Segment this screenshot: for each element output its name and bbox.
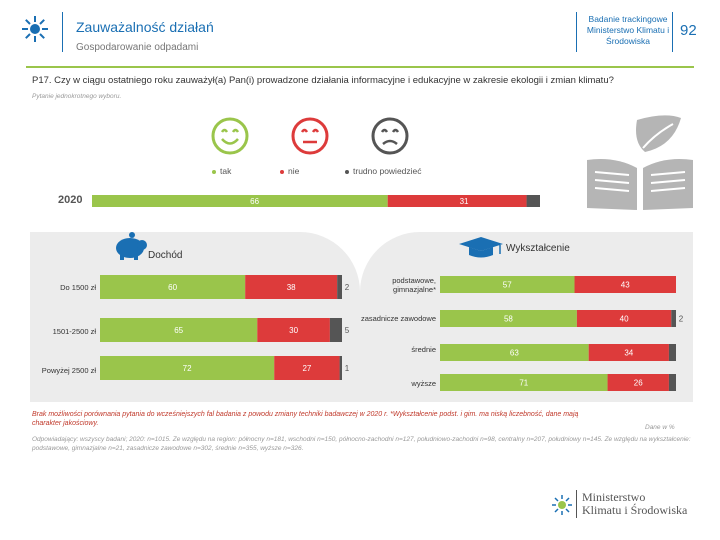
income-title: Dochód — [148, 250, 183, 261]
ministry-name-line2: Klimatu i Środowiska — [582, 503, 688, 517]
page-title: Zauważalność działań — [76, 19, 214, 35]
legend-item-nie: nie — [280, 166, 299, 176]
education-label-3-0: 71 — [519, 379, 528, 388]
ministry-logo-icon — [22, 16, 48, 42]
bar-label-2020-0: 66 — [250, 197, 259, 206]
education-label-1-2: 2 — [679, 315, 684, 324]
education-label-1-0: 58 — [504, 315, 513, 324]
income-row-label: 1501-2500 zł — [52, 327, 96, 336]
bar-label-2020-2: 3 — [531, 197, 536, 206]
study-name: Badanie trackingowe Ministerstwo Klimatu… — [586, 14, 670, 46]
education-title: Wykształcenie — [506, 243, 570, 254]
bar-label-2020-1: 31 — [460, 197, 469, 206]
header-divider-page — [672, 12, 673, 52]
income-label-0-2: 2 — [345, 283, 350, 292]
income-bar-1-0 — [100, 318, 258, 342]
income-row-label: Powyżej 2500 zł — [41, 366, 96, 375]
education-label-2-1: 34 — [624, 349, 633, 358]
education-bar-1-2 — [671, 310, 676, 327]
income-bar-0-2 — [337, 275, 342, 299]
income-bar-2-0 — [100, 356, 275, 380]
graduation-cap-icon — [459, 237, 503, 258]
education-bar-2-1 — [588, 344, 669, 361]
income-label-1-0: 65 — [174, 326, 183, 335]
legend-swatch-red — [280, 169, 284, 174]
income-bar-0-0 — [100, 275, 246, 299]
income-bar-0-1 — [245, 275, 338, 299]
legend-label: trudno powiedzieć — [353, 166, 422, 176]
education-label-0-0: 57 — [503, 281, 512, 290]
income-label-0-1: 38 — [287, 283, 296, 292]
income-label-2-0: 72 — [183, 364, 192, 373]
legend-swatch-gray — [345, 169, 349, 174]
bar-2020-1 — [387, 195, 527, 207]
legend-swatch-green — [212, 169, 216, 174]
education-bar-3-0 — [440, 374, 608, 391]
income-bar-1-2 — [329, 318, 342, 342]
legend-item-tak: tak — [212, 166, 231, 176]
income-label-0-0: 60 — [168, 283, 177, 292]
data-unit-note: Dane w % — [645, 424, 675, 431]
education-bar-1-1 — [576, 310, 672, 327]
education-bar-3-2 — [668, 374, 676, 391]
education-bar-0-1 — [574, 276, 676, 293]
sad-face-icon — [291, 117, 329, 155]
question-note: Pytanie jednokrotnego wyboru. — [32, 93, 122, 100]
education-row-label: podstawowe, gimnazjalne* — [392, 276, 436, 294]
income-bar-2-2 — [339, 356, 342, 380]
legend-item-trudno: trudno powiedzieć — [345, 166, 422, 176]
education-bar-0-0 — [440, 276, 575, 293]
header-divider-right — [576, 12, 577, 52]
education-bar-2-2 — [668, 344, 676, 361]
income-label-1-2: 5 — [345, 326, 350, 335]
education-bar-3-1 — [607, 374, 669, 391]
piggy-bank-icon — [116, 232, 147, 260]
education-bar-1-0 — [440, 310, 577, 327]
header-divider — [62, 12, 63, 52]
book-leaf-icon — [587, 115, 693, 210]
education-row-label: zasadnicze zawodowe — [360, 314, 436, 323]
ministry-small-logo-icon — [552, 495, 572, 515]
question-text: P17. Czy w ciągu ostatniego roku zauważy… — [32, 75, 614, 86]
year-label: 2020 — [58, 194, 83, 206]
education-label-2-0: 63 — [510, 349, 519, 358]
ministry-name-line1: Ministerstwo — [582, 490, 646, 504]
education-row-label: średnie — [411, 345, 436, 354]
bar-2020-0 — [92, 195, 388, 207]
income-bar-2-1 — [274, 356, 340, 380]
footnote-warning: Brak możliwości porównania pytania do wc… — [32, 411, 579, 427]
ministry-name: Ministerstwo Klimatu i Środowiska — [582, 491, 687, 517]
bar-2020-2 — [526, 195, 540, 207]
page-number: 92 — [680, 22, 697, 39]
header-rule — [26, 66, 694, 68]
legend-label: nie — [288, 166, 300, 176]
sample-note: Odpowiadający: wszyscy badani; 2020: n=1… — [32, 436, 691, 452]
education-label-3-1: 26 — [634, 379, 643, 388]
income-bar-1-1 — [257, 318, 330, 342]
ministry-divider — [576, 490, 577, 518]
happy-face-icon — [211, 117, 249, 155]
income-row-label: Do 1500 zł — [60, 283, 96, 292]
legend-label: tak — [220, 166, 232, 176]
page-subtitle: Gospodarowanie odpadami — [76, 42, 199, 53]
neutral-face-icon — [371, 117, 409, 155]
income-label-2-1: 27 — [302, 364, 311, 373]
education-bar-2-0 — [440, 344, 589, 361]
income-label-1-1: 30 — [289, 326, 298, 335]
education-row-label: wyższe — [411, 379, 436, 388]
education-label-1-1: 40 — [620, 315, 629, 324]
income-label-2-2: 1 — [345, 364, 350, 373]
education-label-0-1: 43 — [621, 281, 630, 290]
